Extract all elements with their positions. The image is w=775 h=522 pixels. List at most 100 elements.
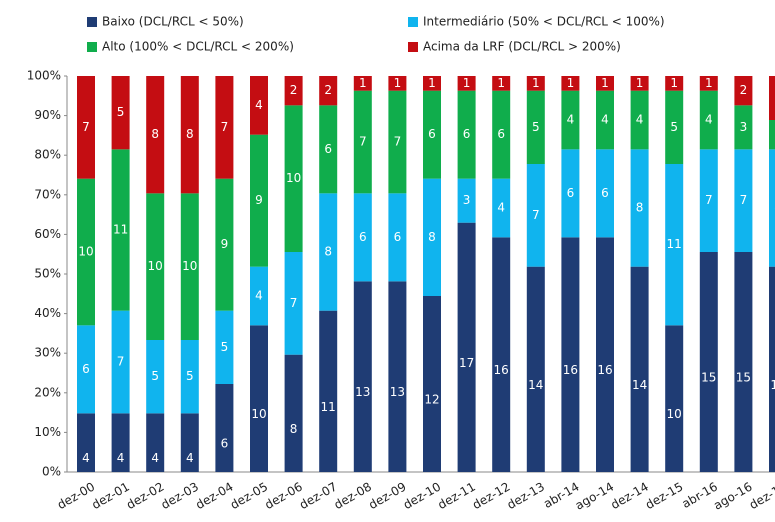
- bar-segment: [146, 193, 165, 340]
- bar-segment: [353, 193, 372, 282]
- data-label: 10: [182, 259, 197, 273]
- bar-segment: [111, 413, 130, 472]
- data-label: 5: [670, 120, 678, 134]
- bar-segment: [665, 76, 684, 91]
- data-label: 7: [117, 355, 125, 369]
- bar-segment: [146, 340, 165, 414]
- x-tick-label: dez-04: [193, 480, 235, 513]
- data-label: 5: [117, 105, 125, 119]
- data-label: 15: [736, 371, 751, 385]
- bar-segment: [596, 237, 614, 472]
- bar-segment: [319, 105, 338, 194]
- bar-segment: [561, 237, 580, 472]
- data-label: 6: [82, 362, 90, 376]
- data-label: 4: [151, 451, 159, 465]
- bar-segment: [665, 90, 684, 164]
- bar-segment: [665, 164, 684, 326]
- data-label: 7: [290, 296, 298, 310]
- y-tick-label: 70%: [34, 187, 61, 201]
- data-label: 4: [705, 113, 713, 127]
- bar-segment: [561, 76, 580, 91]
- data-label: 8: [636, 201, 644, 215]
- x-tick-label: dez-12: [470, 480, 512, 513]
- data-label: 15: [701, 371, 716, 385]
- bar-segment: [596, 76, 614, 91]
- bar-segment: [423, 178, 441, 296]
- data-label: 14: [770, 378, 775, 392]
- data-label: 7: [532, 208, 540, 222]
- bar-segment: [699, 252, 718, 472]
- bar-segment: [630, 149, 649, 267]
- bar-segment: [457, 222, 476, 472]
- data-label: 7: [82, 120, 90, 134]
- x-tick-label: dez-06: [262, 480, 304, 513]
- bar-segment: [77, 76, 95, 179]
- data-label: 5: [186, 369, 194, 383]
- bar-segment: [561, 90, 580, 150]
- bar-segment: [284, 252, 303, 355]
- bar-segment: [596, 149, 614, 238]
- y-tick-label: 80%: [34, 148, 61, 162]
- data-label: 16: [597, 363, 612, 377]
- data-label: 8: [186, 127, 194, 141]
- data-label: 6: [359, 230, 367, 244]
- bar-segment: [665, 325, 684, 472]
- bar-segment: [215, 76, 234, 179]
- bar-segment: [734, 105, 753, 150]
- data-label: 4: [255, 98, 263, 112]
- bar-segment: [630, 266, 649, 472]
- bar-segment: [734, 76, 753, 106]
- y-tick-label: 0%: [42, 465, 61, 479]
- data-label: 6: [221, 437, 229, 451]
- bar-segment: [769, 120, 775, 150]
- bar-segment: [492, 90, 511, 179]
- bar-segment: [250, 134, 268, 267]
- data-label: 11: [667, 237, 682, 251]
- data-label: 1: [636, 76, 644, 90]
- data-label: 2: [290, 83, 298, 97]
- y-tick-label: 30%: [34, 346, 61, 360]
- data-label: 2: [324, 83, 332, 97]
- bar-segment: [353, 76, 372, 91]
- bar-segment: [388, 90, 407, 194]
- data-label: 6: [324, 142, 332, 156]
- data-label: 6: [497, 127, 505, 141]
- data-label: 8: [151, 127, 159, 141]
- bar-segment: [77, 325, 95, 414]
- data-label: 1: [532, 76, 540, 90]
- data-label: 1: [359, 76, 367, 90]
- data-label: 14: [632, 378, 647, 392]
- legend-label: Baixo (DCL/RCL < 50%): [102, 15, 244, 29]
- data-label: 1: [705, 76, 713, 90]
- bar-segment: [769, 76, 775, 120]
- bar-segment: [769, 266, 775, 472]
- bar-segment: [492, 76, 511, 91]
- data-label: 14: [528, 378, 543, 392]
- data-label: 4: [255, 289, 263, 303]
- data-label: 4: [186, 451, 194, 465]
- data-label: 7: [221, 120, 229, 134]
- x-tick-label: dez-11: [435, 480, 477, 513]
- data-label: 1: [601, 76, 609, 90]
- x-tick-label: dez-09: [366, 480, 408, 513]
- data-label: 6: [428, 127, 436, 141]
- bar-segment: [180, 193, 199, 340]
- data-label: 8: [428, 230, 436, 244]
- bar-segment: [111, 149, 130, 311]
- x-tick-label: dez-05: [228, 480, 270, 513]
- bar-segment: [526, 266, 545, 472]
- bar-segment: [457, 90, 476, 179]
- data-label: 4: [117, 451, 125, 465]
- bar-segment: [215, 178, 234, 311]
- bar-segment: [388, 281, 407, 472]
- bar-segment: [561, 149, 580, 238]
- data-label: 13: [355, 385, 370, 399]
- bar-segment: [388, 193, 407, 282]
- data-label: 6: [601, 186, 609, 200]
- legend-swatch: [408, 17, 418, 27]
- data-label: 8: [290, 422, 298, 436]
- data-label: 16: [563, 363, 578, 377]
- data-label: 4: [567, 113, 575, 127]
- y-tick-label: 90%: [34, 108, 61, 122]
